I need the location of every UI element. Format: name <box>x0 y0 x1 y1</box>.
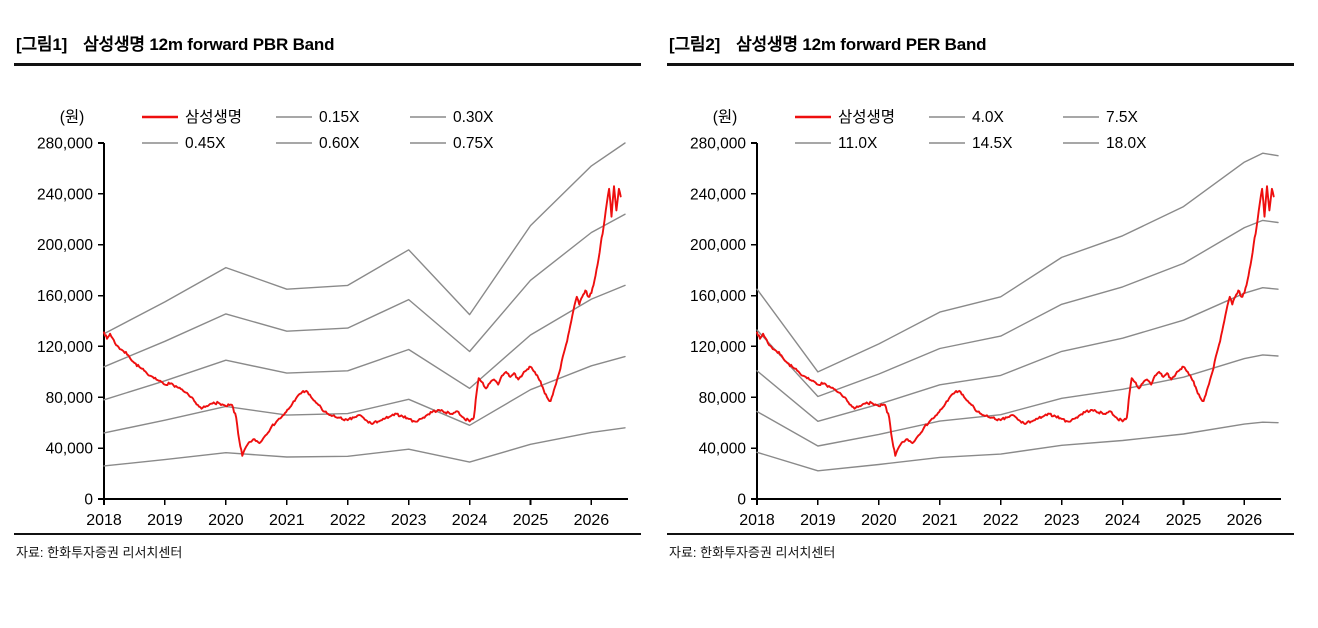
x-tick-label: 2021 <box>269 512 305 529</box>
unit-label: (원) <box>713 108 738 126</box>
y-tick-label: 0 <box>84 492 93 509</box>
y-tick-label: 160,000 <box>37 288 93 305</box>
x-tick-label: 2019 <box>800 512 836 529</box>
legend-label: 삼성생명 <box>185 108 242 126</box>
legend-label: 0.45X <box>185 135 226 152</box>
y-tick-label: 120,000 <box>690 339 746 356</box>
x-tick-label: 2018 <box>739 512 775 529</box>
series-line-삼성생명 <box>103 185 622 457</box>
x-tick-label: 2024 <box>1105 512 1141 529</box>
series-line-0.15X <box>103 427 626 467</box>
per-band-chart: 0 40,000 80,000 120,000 160,000 200,000 240,00… <box>690 108 1281 529</box>
y-tick-label: 120,000 <box>37 339 93 356</box>
x-tick-label: 2025 <box>1166 512 1202 529</box>
series-line-18.0X <box>756 152 1279 373</box>
x-tick-label: 2021 <box>922 512 958 529</box>
legend-label: 0.30X <box>453 109 494 126</box>
y-tick-label: 80,000 <box>699 390 747 407</box>
figure-1-source: 자료: 한화투자증권 리서치센터 <box>14 533 641 561</box>
legend: 삼성생명 0.15X 0.30X 0.45X 0.60X 0.75X <box>142 108 494 152</box>
legend-label: 삼성생명 <box>838 108 895 126</box>
pbr-band-chart: 0 40,000 80,000 120,000 160,000 200,000 240,00… <box>37 108 628 529</box>
series-line-14.5X <box>756 219 1279 398</box>
series-line-삼성생명 <box>756 185 1275 457</box>
y-tick-label: 80,000 <box>46 390 94 407</box>
x-tick-label: 2020 <box>208 512 244 529</box>
series-line-11.0X <box>756 287 1279 422</box>
y-tick-label: 280,000 <box>37 136 93 153</box>
axes <box>98 142 628 505</box>
figure-2-title: 삼성생명 12m forward PER Band <box>736 35 987 54</box>
y-tick-label: 240,000 <box>37 186 93 203</box>
axis-labels: 0 40,000 80,000 120,000 160,000 200,000 240,00… <box>37 108 609 529</box>
y-tick-label: 160,000 <box>690 288 746 305</box>
legend-label: 0.75X <box>453 135 494 152</box>
x-tick-label: 2023 <box>391 512 427 529</box>
x-tick-label: 2022 <box>330 512 366 529</box>
figure-2-tag: [그림2] <box>669 35 721 54</box>
figure-1-tag: [그림1] <box>16 35 68 54</box>
x-tick-label: 2018 <box>86 512 122 529</box>
y-tick-label: 40,000 <box>46 441 94 458</box>
axes <box>751 142 1281 505</box>
x-tick-label: 2025 <box>513 512 549 529</box>
series-line-7.5X <box>756 354 1279 447</box>
figure-per-band: [그림2] 삼성생명 12m forward PER Band 0 40,000 80… <box>667 28 1294 628</box>
x-tick-label: 2023 <box>1044 512 1080 529</box>
series-lines <box>756 152 1279 472</box>
x-tick-label: 2022 <box>983 512 1019 529</box>
legend-label: 7.5X <box>1106 109 1139 126</box>
x-tick-label: 2026 <box>1227 512 1263 529</box>
figure-2-header: [그림2] 삼성생명 12m forward PER Band <box>667 28 1294 66</box>
y-tick-label: 200,000 <box>690 237 746 254</box>
legend: 삼성생명 4.0X 7.5X 11.0X 14.5X 18.0X <box>795 108 1147 152</box>
figure-1-header: [그림1] 삼성생명 12m forward PBR Band <box>14 28 641 66</box>
legend-label: 18.0X <box>1106 135 1147 152</box>
legend-label: 14.5X <box>972 135 1013 152</box>
x-tick-label: 2024 <box>452 512 488 529</box>
x-tick-label: 2020 <box>861 512 897 529</box>
legend-label: 4.0X <box>972 109 1005 126</box>
x-tick-label: 2026 <box>574 512 610 529</box>
legend-label: 11.0X <box>838 135 878 152</box>
x-tick-label: 2019 <box>147 512 183 529</box>
figure-2-source: 자료: 한화투자증권 리서치센터 <box>667 533 1294 561</box>
series-line-4.0X <box>756 421 1279 472</box>
series-line-0.30X <box>103 355 626 434</box>
axis-labels: 0 40,000 80,000 120,000 160,000 200,000 240,00… <box>690 108 1262 529</box>
series-line-0.75X <box>103 142 626 335</box>
series-line-0.45X <box>103 284 626 401</box>
unit-label: (원) <box>60 108 85 126</box>
figure-pbr-band: [그림1] 삼성생명 12m forward PBR Band 0 40,000 80… <box>14 28 641 628</box>
y-tick-label: 200,000 <box>37 237 93 254</box>
legend-label: 0.60X <box>319 135 360 152</box>
y-tick-label: 240,000 <box>690 186 746 203</box>
y-tick-label: 280,000 <box>690 136 746 153</box>
series-line-0.60X <box>103 213 626 368</box>
y-tick-label: 0 <box>737 492 746 509</box>
figure-1-title: 삼성생명 12m forward PBR Band <box>83 35 335 54</box>
legend-label: 0.15X <box>319 109 360 126</box>
y-tick-label: 40,000 <box>699 441 747 458</box>
series-lines <box>103 142 626 467</box>
